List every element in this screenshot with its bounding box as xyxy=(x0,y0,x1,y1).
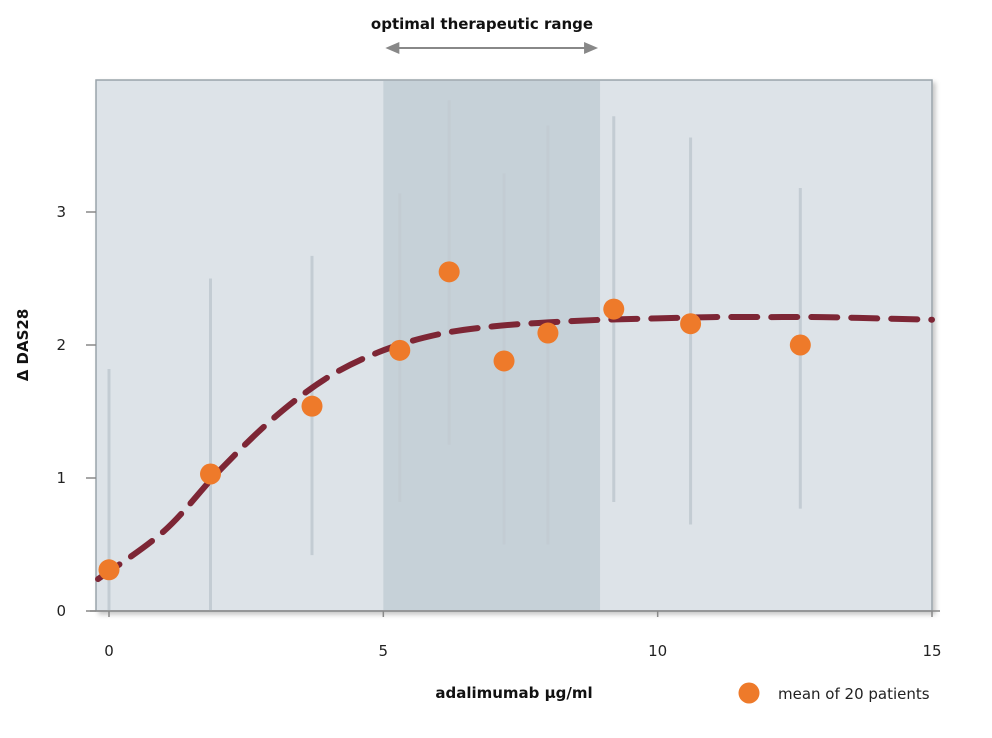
range-arrow-right-head xyxy=(584,42,599,54)
data-point-1 xyxy=(98,559,120,581)
data-point-9 xyxy=(680,313,702,335)
y-axis: 0 1 2 3 xyxy=(56,203,96,620)
x-axis: 0 5 10 15 xyxy=(90,610,942,660)
range-arrow-left-head xyxy=(385,42,400,54)
data-point-3 xyxy=(301,395,323,417)
legend: mean of 20 patients xyxy=(738,682,930,704)
data-point-6 xyxy=(493,350,515,372)
x-tick-label-15: 15 xyxy=(922,642,941,660)
data-point-5 xyxy=(438,261,460,283)
data-point-4 xyxy=(389,339,411,361)
fit-curve-group xyxy=(95,313,935,583)
y-tick-label-1: 1 xyxy=(56,469,66,487)
data-point-8 xyxy=(603,298,625,320)
legend-label: mean of 20 patients xyxy=(778,685,930,703)
y-tick-label-2: 2 xyxy=(56,336,66,354)
data-point-2 xyxy=(200,463,222,485)
data-point-7 xyxy=(537,322,559,344)
x-axis-title: adalimumab µg/ml xyxy=(435,684,592,702)
y-axis-title: Δ DAS28 xyxy=(14,309,32,382)
x-tick-label-10: 10 xyxy=(648,642,667,660)
data-point-10 xyxy=(789,334,811,356)
fit-curve xyxy=(95,313,935,583)
legend-marker xyxy=(738,682,760,704)
y-tick-label-0: 0 xyxy=(56,602,66,620)
range-label: optimal therapeutic range xyxy=(371,15,593,33)
x-tick-label-5: 5 xyxy=(379,642,389,660)
data-points xyxy=(98,261,811,581)
x-tick-label-0: 0 xyxy=(104,642,114,660)
range-arrow xyxy=(385,42,599,54)
optimal-range-band xyxy=(383,81,601,610)
y-tick-label-3: 3 xyxy=(56,203,66,221)
